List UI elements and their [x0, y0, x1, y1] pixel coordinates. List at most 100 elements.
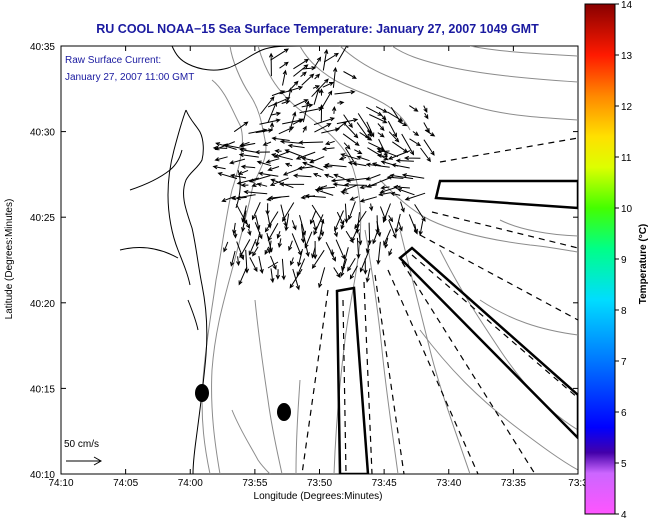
- current-vector: [247, 228, 252, 237]
- current-vector: [251, 201, 261, 221]
- current-vector: [345, 177, 369, 183]
- current-vector: [291, 220, 297, 231]
- current-vector: [378, 192, 391, 197]
- current-vector: [376, 241, 381, 265]
- current-vector: [267, 97, 291, 108]
- y-tick-label: 40:35: [30, 42, 55, 53]
- current-vector: [223, 241, 229, 253]
- current-vector: [336, 118, 359, 125]
- current-vector: [254, 149, 270, 155]
- current-vector: [297, 165, 314, 171]
- current-vector: [230, 250, 236, 267]
- current-vector: [293, 99, 309, 107]
- current-vector: [238, 142, 256, 148]
- current-vector: [269, 177, 289, 186]
- current-vector: [302, 100, 310, 123]
- current-vector: [289, 257, 295, 266]
- current-vector: [302, 66, 317, 71]
- current-vector: [409, 138, 422, 147]
- current-vector: [333, 229, 338, 238]
- current-vector: [390, 191, 401, 197]
- current-vector: [281, 202, 295, 223]
- current-vector: [387, 111, 404, 122]
- current-vector: [239, 147, 257, 153]
- current-vector: [256, 182, 268, 187]
- current-vector: [375, 106, 388, 113]
- current-vector: [270, 268, 275, 284]
- map-title: RU COOL NOAA−15 Sea Surface Temperature:…: [96, 22, 539, 36]
- current-vector: [414, 204, 426, 222]
- y-axis-label: Latitude (Degrees:Minutes): [4, 199, 15, 320]
- current-vector: [401, 173, 425, 179]
- current-vector: [311, 247, 316, 259]
- current-vector: [314, 73, 321, 80]
- current-vector: [383, 229, 392, 246]
- current-vector: [293, 58, 310, 70]
- colorbar-tick-label: 4: [621, 510, 627, 519]
- y-tick-label: 40:15: [30, 384, 55, 395]
- x-tick-label: 74:10: [48, 478, 73, 489]
- current-vector: [382, 203, 391, 223]
- current-vector: [395, 158, 414, 163]
- coverage-dashed-lines: [301, 137, 578, 474]
- scale-label: 50 cm/s: [64, 439, 99, 450]
- site-marker-2: [277, 403, 291, 421]
- current-vector: [337, 46, 349, 63]
- current-vector: [386, 175, 404, 180]
- current-vector: [292, 118, 304, 125]
- current-vector: [252, 246, 259, 257]
- current-vector: [394, 213, 401, 234]
- colorbar-label: Temperature (°C): [638, 224, 649, 305]
- x-tick-label: 73:35: [501, 478, 526, 489]
- current-vector: [284, 149, 303, 157]
- current-vector: [412, 131, 420, 136]
- surface-current-vectors: [212, 46, 436, 291]
- current-vector: [289, 268, 303, 289]
- current-vector: [338, 156, 347, 161]
- current-vector: [287, 87, 293, 99]
- current-vector: [349, 196, 359, 201]
- current-vector: [372, 231, 378, 245]
- current-vector: [236, 256, 241, 267]
- current-vector: [321, 146, 335, 151]
- current-vector: [288, 240, 293, 252]
- current-vector: [418, 220, 424, 236]
- current-vector: [287, 143, 305, 149]
- current-vector: [245, 220, 250, 229]
- current-vector: [354, 149, 363, 155]
- current-vector: [389, 173, 414, 180]
- current-vector: [282, 69, 287, 86]
- current-vector: [380, 185, 390, 190]
- x-tick-label: 73:55: [242, 478, 267, 489]
- current-vector: [240, 182, 249, 188]
- current-vector: [313, 87, 320, 105]
- current-vector: [311, 204, 325, 224]
- current-vector: [325, 241, 336, 262]
- current-vector: [297, 248, 303, 267]
- current-vector: [363, 258, 368, 275]
- current-vector: [269, 121, 275, 132]
- current-vector: [313, 56, 322, 69]
- x-axis-ticks: 74:10 74:05 74:00 73:55 73:50 73:45 73:40 73:35…: [48, 46, 588, 489]
- current-vector: [359, 131, 373, 141]
- current-vector: [365, 174, 381, 181]
- current-vector: [229, 173, 247, 179]
- colorbar-tick-label: 13: [621, 51, 633, 62]
- current-vector: [388, 248, 393, 257]
- current-vector: [267, 240, 273, 255]
- current-vector: [267, 166, 280, 172]
- current-vector: [334, 90, 356, 95]
- current-vector: [340, 190, 349, 195]
- current-vector: [335, 121, 348, 131]
- current-vector: [271, 136, 290, 141]
- current-vector: [271, 153, 293, 161]
- current-vector: [231, 194, 256, 201]
- current-vector: [233, 121, 249, 133]
- current-vector: [332, 182, 348, 187]
- current-vector: [340, 258, 348, 278]
- colorbar: [584, 3, 616, 515]
- current-vector: [259, 118, 281, 125]
- current-vector: [347, 160, 367, 167]
- current-vector: [331, 105, 337, 114]
- current-vector: [424, 129, 436, 137]
